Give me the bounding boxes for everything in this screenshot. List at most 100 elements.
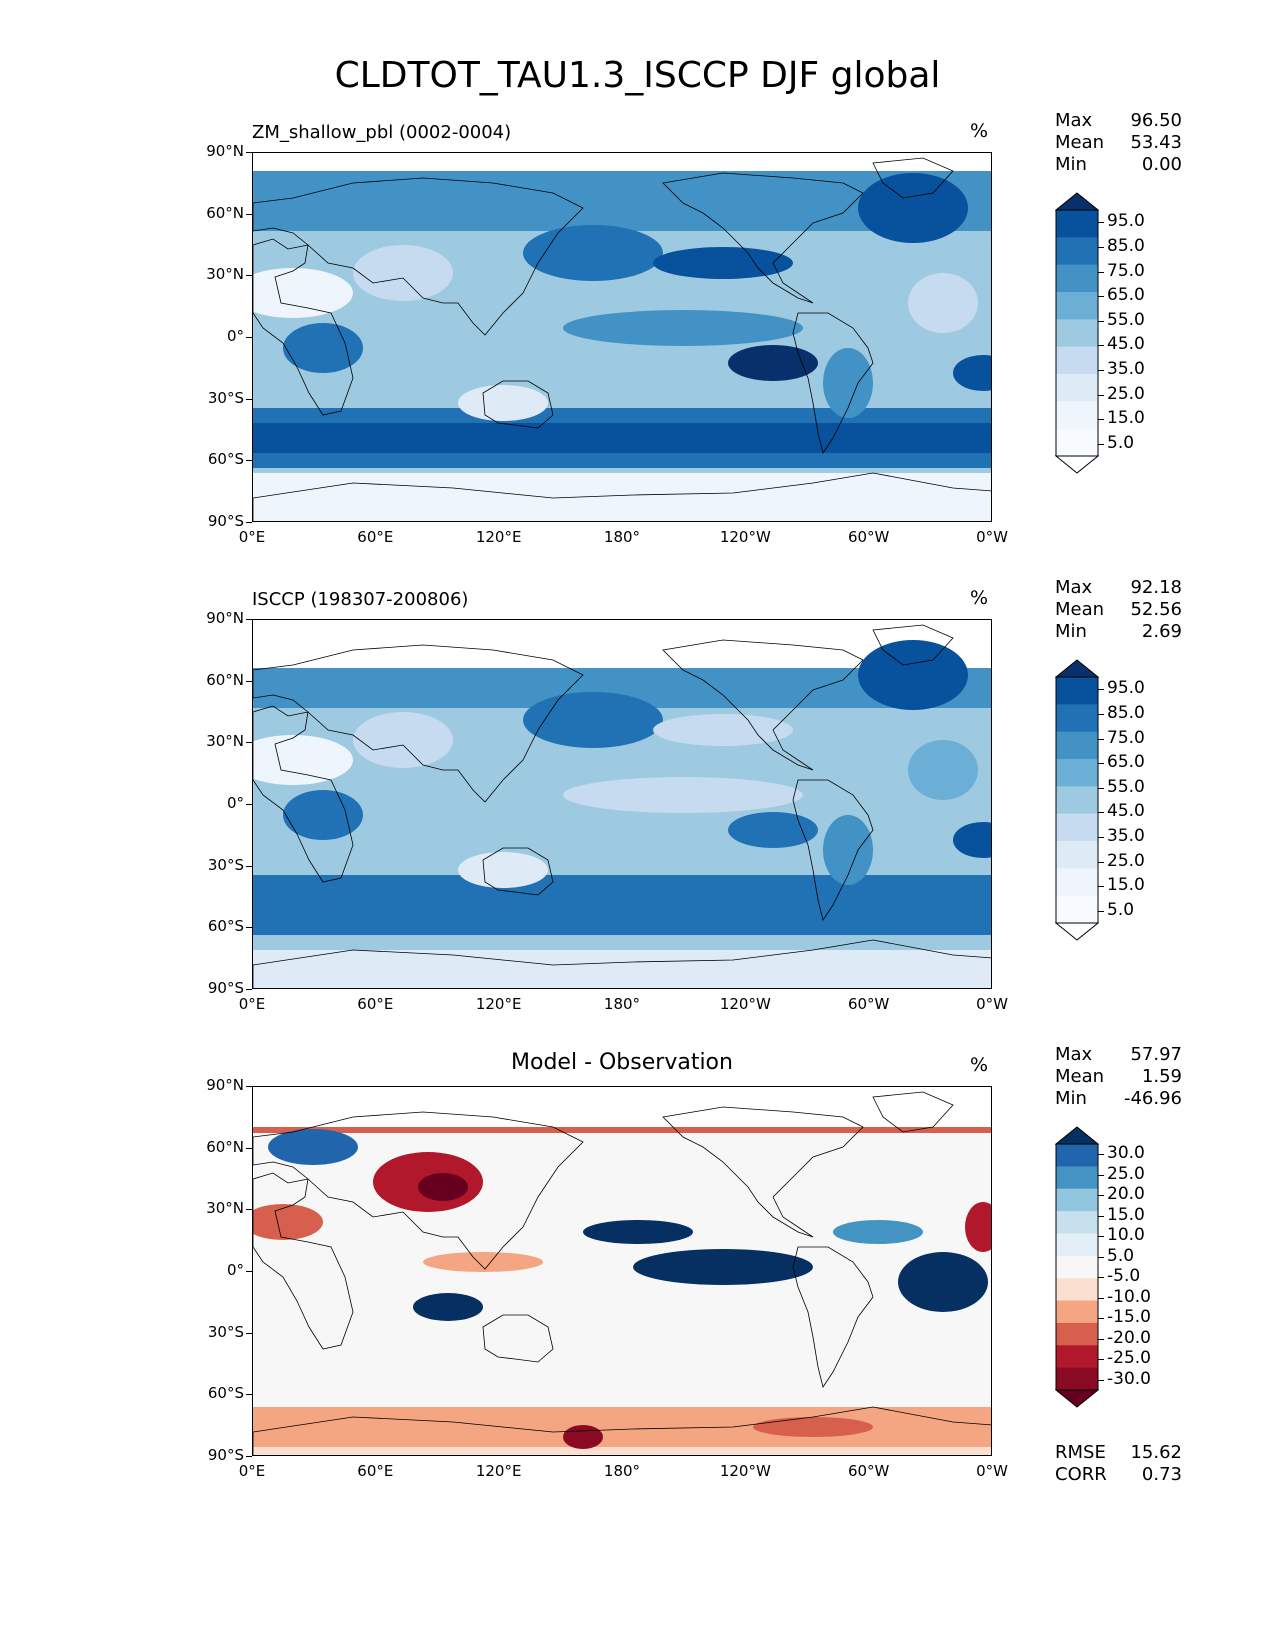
- colorbar-segment: [1056, 868, 1098, 897]
- colorbar-tick: [1098, 910, 1104, 912]
- atlantic-region: [908, 273, 978, 333]
- lat-tick-label: 90°S: [207, 979, 244, 997]
- panel-units: %: [970, 587, 989, 609]
- colorbar-label: 55.0: [1107, 309, 1145, 330]
- colorbar-tick: [1098, 886, 1104, 888]
- map-plot: [253, 153, 991, 521]
- colorbar-extend-top: [1054, 1126, 1100, 1145]
- lat-tick-mark: [246, 1271, 252, 1272]
- stat-label: Mean: [1055, 599, 1105, 620]
- lat-tick-mark: [246, 275, 252, 277]
- colorbar-frame: [1055, 676, 1099, 924]
- antarctic-negative: [563, 1425, 603, 1449]
- map-panel: [252, 1086, 992, 1456]
- colorbar-segment: [1056, 895, 1098, 924]
- colorbar-tick: [1098, 345, 1104, 347]
- lon-tick-label: 60°W: [847, 528, 890, 546]
- southeast-atlantic: [953, 822, 991, 858]
- stat-value: 57.97: [1130, 1044, 1182, 1065]
- colorbar-segment: [1056, 1166, 1098, 1190]
- central-africa: [283, 323, 363, 373]
- colorbar-tick: [1098, 1154, 1104, 1156]
- colorbar-tick: [1098, 812, 1104, 814]
- subtropical-pacific: [653, 247, 793, 279]
- coastline: [482, 380, 554, 429]
- north-pacific: [523, 225, 663, 281]
- coastline: [792, 779, 874, 921]
- caribbean-positive: [833, 1220, 923, 1244]
- coastline: [253, 238, 354, 416]
- stat-label: Min: [1055, 621, 1087, 642]
- colorbar-tick: [1098, 1318, 1104, 1320]
- stat-row-max: Max 92.18: [1055, 577, 1182, 599]
- colorbar-segment: [1056, 1345, 1098, 1369]
- lat-tick-label: 0°: [226, 1261, 244, 1279]
- colorbar-extend-bottom: [1054, 922, 1100, 941]
- lon-tick-label: 120°W: [719, 995, 771, 1013]
- colorbar-frame: [1055, 209, 1099, 457]
- south-america: [823, 815, 873, 885]
- tibet-negative: [418, 1173, 468, 1201]
- colorbar-tick: [1098, 1256, 1104, 1258]
- lat-tick-mark: [246, 152, 252, 153]
- lat-tick-label: 90°N: [206, 142, 244, 160]
- atlantic-region: [908, 740, 978, 800]
- lat-tick-label: 30°S: [207, 388, 244, 407]
- colorbar: [1054, 192, 1100, 478]
- sahara-negative: [253, 1204, 323, 1240]
- coastline: [253, 472, 991, 521]
- no-data-region: [253, 1087, 991, 1129]
- coastline: [482, 847, 554, 896]
- colorbar-tick: [1098, 271, 1104, 273]
- coastline: [253, 177, 584, 336]
- lon-tick-label: 60°E: [357, 528, 394, 546]
- lat-tick-label: 90°S: [207, 512, 244, 530]
- lat-tick-label: 60°S: [207, 1384, 244, 1403]
- coastline: [872, 1091, 954, 1133]
- equatorial-pacific: [563, 310, 803, 346]
- lon-tick-label: 0°E: [238, 1462, 266, 1480]
- lat-tick-mark: [246, 1147, 252, 1149]
- coastline: [253, 1172, 354, 1350]
- map-plot: [253, 620, 991, 988]
- colorbar-tick: [1098, 443, 1104, 445]
- stat-label: Max: [1055, 1044, 1093, 1065]
- lat-tick-label: 60°N: [206, 1137, 244, 1156]
- colorbar-label: 25.0: [1107, 1163, 1145, 1184]
- coastline: [872, 624, 954, 666]
- antarctic-edge: [253, 1447, 991, 1455]
- colorbar-segment: [1056, 1255, 1098, 1279]
- colorbar-label: 15.0: [1107, 1204, 1145, 1225]
- maritime-negative: [423, 1252, 543, 1272]
- coastline: [792, 312, 874, 454]
- colorbar-label: 15.0: [1107, 875, 1145, 896]
- colorbar-label: -10.0: [1107, 1286, 1151, 1307]
- lon-tick-label: 120°W: [719, 528, 771, 546]
- colorbar-label: -5.0: [1107, 1266, 1141, 1287]
- colorbar-segment: [1056, 210, 1098, 238]
- lon-tick-label: 60°W: [847, 995, 890, 1013]
- stat-label: Min: [1055, 1088, 1087, 1109]
- colorbar: [1054, 1126, 1100, 1412]
- antarctic-band: [253, 950, 991, 988]
- lon-tick-label: 120°E: [475, 1462, 522, 1480]
- map-plot: [253, 1087, 991, 1455]
- colorbar-label: 20.0: [1107, 1184, 1145, 1205]
- colorbar-svg: [1054, 659, 1100, 941]
- stat-label: RMSE: [1055, 1442, 1106, 1463]
- colorbar-tick: [1098, 320, 1104, 322]
- colorbar-segment: [1056, 292, 1098, 320]
- colorbar-extend-bottom: [1054, 1389, 1100, 1408]
- southern-negative: [753, 1417, 873, 1437]
- colorbar-segment: [1056, 1300, 1098, 1324]
- stat-row-mean: Mean 1.59: [1055, 1066, 1182, 1088]
- colorbar-label: 5.0: [1107, 432, 1135, 453]
- colorbar-extend-top: [1054, 659, 1100, 678]
- panel-title-center: Model - Observation: [511, 1050, 733, 1075]
- colorbar-segment: [1056, 264, 1098, 293]
- lat-tick-mark: [246, 804, 252, 805]
- coastline: [662, 1106, 864, 1238]
- colorbar-label: 30.0: [1107, 1143, 1145, 1164]
- panel-title-left: ZM_shallow_pbl (0002-0004): [252, 122, 512, 143]
- colorbar-label: 85.0: [1107, 235, 1145, 256]
